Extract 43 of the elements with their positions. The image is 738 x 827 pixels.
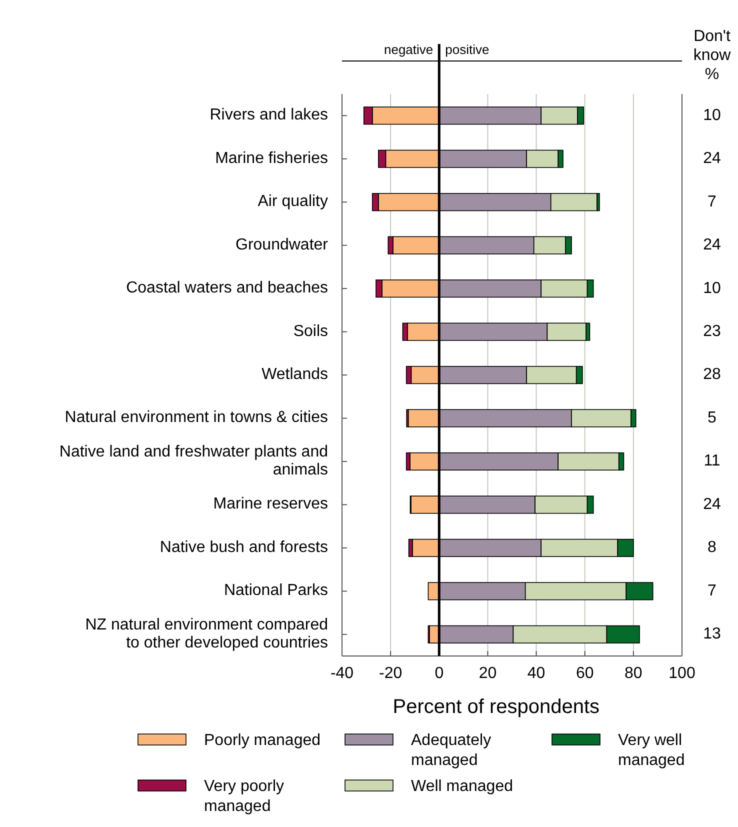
y-tick-label: National Parks bbox=[224, 582, 328, 600]
y2-axis-title: Don't know % bbox=[693, 28, 732, 84]
y2-tick-label: 24 bbox=[703, 236, 721, 254]
y2-tick-label: 8 bbox=[708, 539, 717, 556]
y2-tick-label: 10 bbox=[703, 280, 721, 297]
x-tick-label: -40 bbox=[330, 665, 354, 682]
y2-tick-label: 24 bbox=[703, 150, 721, 168]
y-tick-label: Groundwater bbox=[236, 236, 329, 254]
x-tick-label: 0 bbox=[434, 665, 444, 682]
y2-tick-label: 7 bbox=[708, 582, 717, 600]
x-tick-label: 100 bbox=[668, 665, 696, 682]
y-tick-label: Natural environment in towns & cities bbox=[64, 409, 328, 426]
y2-tick-label: 7 bbox=[708, 193, 717, 210]
legend-label: Very poorly managed bbox=[204, 778, 284, 815]
y-tick-label: Rivers and lakes bbox=[210, 106, 328, 124]
y2-tick-label: 5 bbox=[708, 409, 717, 426]
y-tick-label: Soils bbox=[293, 322, 328, 340]
x-axis-title: Percent of respondents bbox=[392, 696, 600, 718]
x-tick-label: 40 bbox=[527, 665, 546, 682]
y-tick-label: Coastal waters and beaches bbox=[126, 280, 328, 297]
legend-label: Very well managed bbox=[618, 732, 685, 769]
y-tick-label: Marine reserves bbox=[213, 496, 328, 513]
y-tick-label: Air quality bbox=[258, 193, 328, 210]
text: negative bbox=[384, 42, 434, 57]
y2-tick-label: 23 bbox=[703, 322, 721, 340]
x-tick-label: 80 bbox=[624, 665, 642, 682]
y-tick-label: Native land and freshwater plants and animals bbox=[59, 444, 328, 479]
y2-tick-label: 28 bbox=[703, 366, 721, 384]
x-tick-label: 20 bbox=[478, 665, 497, 682]
x-tick-label: -20 bbox=[379, 665, 402, 682]
y-tick-label: NZ natural environment compared to other developed countries bbox=[85, 616, 328, 652]
y-tick-label: Native bush and forests bbox=[160, 539, 328, 556]
legend-label: Poorly managed bbox=[204, 732, 321, 749]
y-tick-label: Wetlands bbox=[262, 366, 328, 384]
y2-tick-label: 11 bbox=[704, 452, 720, 470]
text: positive bbox=[445, 42, 490, 57]
x-tick-label: 60 bbox=[576, 665, 594, 682]
legend-label: Adequately managed bbox=[411, 732, 492, 769]
y2-tick-label: 13 bbox=[703, 626, 721, 643]
y2-tick-label: 24 bbox=[703, 496, 721, 513]
legend-label: Well managed bbox=[411, 778, 513, 795]
y-tick-label: Marine fisheries bbox=[215, 150, 328, 168]
y2-tick-label: 10 bbox=[703, 106, 721, 124]
